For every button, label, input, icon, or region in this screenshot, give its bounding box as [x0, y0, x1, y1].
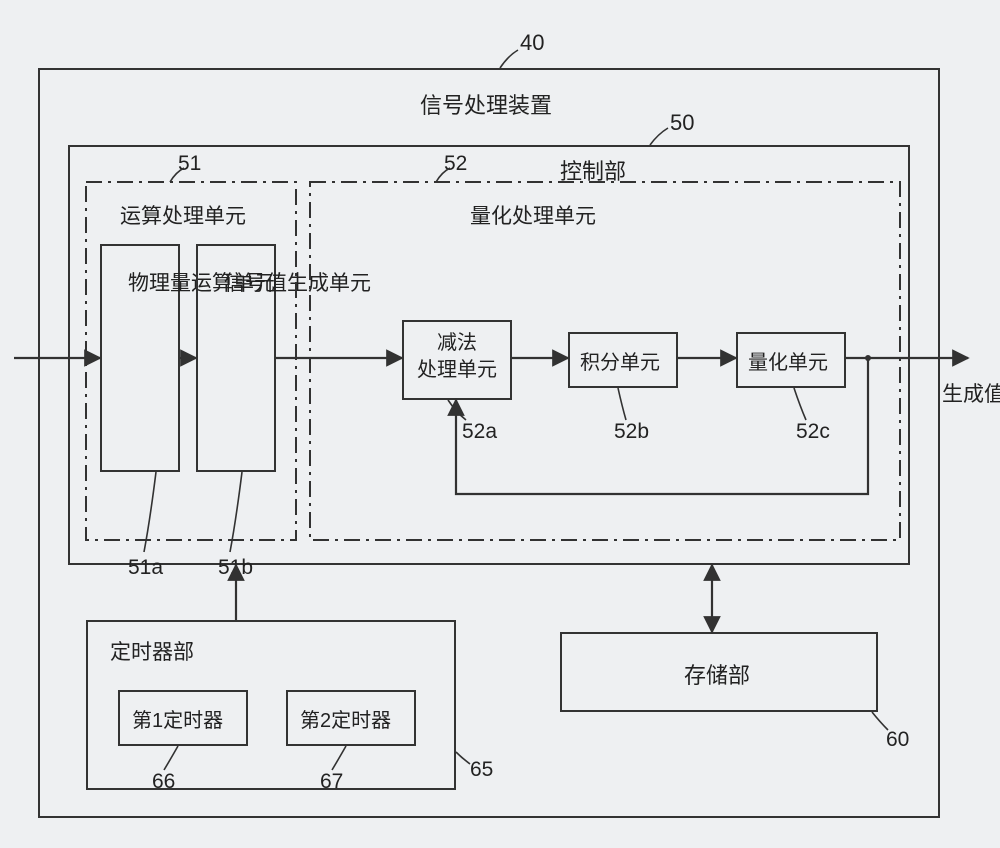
diagram-canvas: 信号处理装置 控制部 定时器部 第1定时器 第2定时器 存储部 物理量运算单元 …: [0, 0, 1000, 848]
outer-title: 信号处理装置: [420, 88, 552, 120]
timer1-label: 第1定时器: [132, 704, 223, 733]
op51b-label: 信号值生成单元: [224, 270, 248, 297]
ref-65: 65: [470, 758, 493, 782]
ref-66: 66: [152, 770, 175, 794]
op-unit-title: 运算处理单元: [120, 200, 246, 230]
ref-52a: 52a: [462, 420, 497, 444]
ref-51: 51: [178, 152, 201, 176]
ref-52: 52: [444, 152, 467, 176]
ref-52c: 52c: [796, 420, 830, 444]
timer2-label: 第2定时器: [300, 704, 391, 733]
ref-52b: 52b: [614, 420, 649, 444]
sub52a-l2: 处理单元: [417, 359, 497, 381]
quant-unit-title: 量化处理单元: [470, 200, 596, 230]
output-label: 生成值: [942, 378, 1000, 408]
ref-51a: 51a: [128, 556, 163, 580]
leader-40: [500, 50, 518, 68]
qnt52c-label: 量化单元: [748, 346, 828, 375]
control-title: 控制部: [560, 154, 626, 186]
sub52a-l1: 减法: [437, 332, 477, 354]
ref-40: 40: [520, 30, 544, 56]
ref-60: 60: [886, 728, 909, 752]
int52b-label: 积分单元: [580, 346, 660, 375]
ref-50: 50: [670, 110, 694, 136]
timer-title: 定时器部: [110, 636, 194, 666]
ref-51b: 51b: [218, 556, 253, 580]
sub52a-label: 减法 处理单元: [412, 330, 502, 384]
op51a-label: 物理量运算单元: [128, 270, 152, 297]
storage-label: 存储部: [684, 658, 750, 690]
ref-67: 67: [320, 770, 343, 794]
op51b-text: 信号值生成单元: [224, 270, 371, 297]
